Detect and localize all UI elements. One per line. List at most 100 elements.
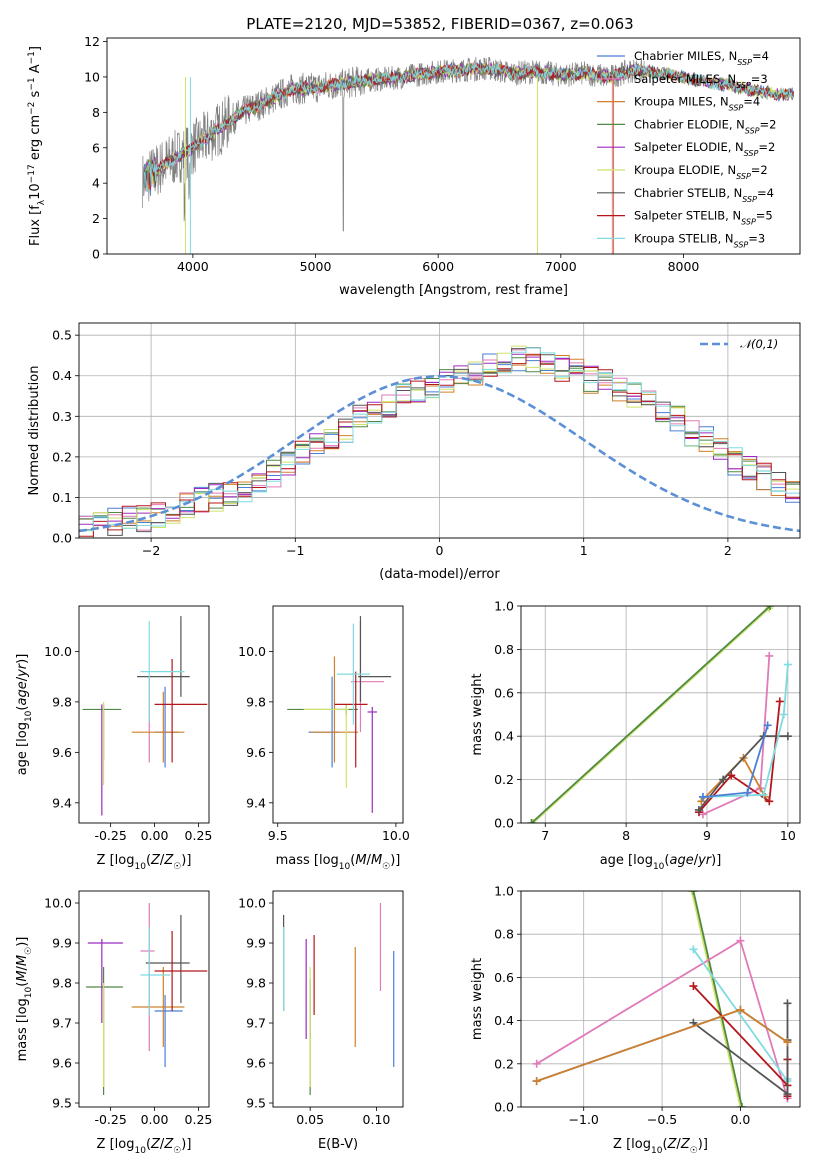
x-tick-label: 7000 [545, 259, 577, 274]
weight-marker [783, 1038, 792, 1047]
weight-marker [689, 945, 698, 954]
weights-weight_vs_Z [532, 891, 792, 1107]
model-spectrum [143, 62, 794, 190]
x-tick-label: 0.05 [296, 1112, 324, 1127]
x-tick-label: 0.00 [141, 828, 169, 843]
weight_vs_Z-frame [520, 890, 801, 1108]
y-tick-label: 12 [84, 34, 100, 49]
weight-line [698, 735, 788, 811]
weight-line [692, 891, 743, 1107]
weight-marker [766, 606, 775, 610]
weight-marker [689, 982, 698, 991]
errorbars-mass_vs_ebv [283, 903, 395, 1095]
legend-label: Salpeter STELIB, NSSP=5 [634, 209, 773, 227]
y-tick-label: 9.4 [52, 795, 72, 810]
x-tick-label: −1.0 [569, 1112, 599, 1127]
y-tick-label: 9.7 [52, 1016, 72, 1031]
mass_vs_Z-frame [78, 890, 210, 1108]
y-tick-label: 0.6 [494, 970, 514, 985]
y-tick-label: 10.0 [44, 896, 72, 911]
errorbars-age_vs_mass [287, 616, 392, 813]
legend-label: Chabrier ELODIE, NSSP=2 [634, 117, 776, 135]
model-spectrum [143, 62, 794, 194]
x-axis-label: E(B-V) [318, 1137, 358, 1152]
y-tick-label: 9.8 [52, 976, 72, 991]
data-spectrum [142, 56, 645, 232]
weight-marker [765, 797, 774, 806]
x-tick-label: 5000 [300, 259, 332, 274]
y-tick-label: 9.9 [52, 936, 72, 951]
y-tick-label: 0.4 [494, 1013, 514, 1028]
normal-curve [79, 374, 800, 533]
y-tick-label: 10.0 [238, 896, 266, 911]
y-axis-label: age [log10(age/yr)] [15, 654, 34, 776]
weight-marker [779, 710, 788, 719]
x-tick-label: −1 [286, 543, 304, 558]
x-axis-label: Z [log10(Z/Z☉)] [97, 1137, 192, 1156]
y-tick-label: 9.5 [52, 1096, 72, 1111]
x-axis-label: wavelength [Angstrom, rest frame] [339, 283, 568, 298]
weight-marker [719, 775, 728, 784]
age_vs_Z-frame [78, 605, 210, 824]
y-tick-label: 8 [92, 105, 100, 120]
weight-marker [783, 732, 792, 741]
x-tick-label: −2 [142, 543, 160, 558]
y-tick-label: 9.6 [246, 745, 266, 760]
weight-marker [736, 936, 745, 945]
y-tick-label: 9.6 [246, 1056, 266, 1071]
x-tick-label: 0.10 [363, 1112, 391, 1127]
y-tick-label: 9.9 [246, 936, 266, 951]
weight-marker [727, 771, 736, 780]
axes-weight_vs_age: 7 8 9 10 0.0 0.2 0.4 0.6 0.8 1.0 [494, 599, 800, 843]
x-axis-label: Z [log10(Z/Z☉)] [97, 853, 192, 872]
y-tick-label: 0.0 [494, 1100, 514, 1115]
weight-marker [527, 819, 536, 823]
weights-weight_vs_age [527, 606, 792, 823]
errorbars-mass_vs_Z [86, 903, 208, 1095]
y-tick-label: 0.3 [52, 409, 72, 424]
weight-marker [736, 1005, 745, 1014]
y-tick-label: 0.2 [52, 449, 72, 464]
y-tick-label: 0.4 [494, 729, 514, 744]
x-tick-label: 0.00 [141, 1112, 169, 1127]
weight-line [530, 606, 771, 823]
axes-spectrum: 4000 5000 6000 7000 8000 0 2 4 6 8 10 12 [84, 34, 699, 274]
y-tick-label: 10.0 [44, 644, 72, 659]
x-axis-label: Z [log10(Z/Z☉)] [613, 1137, 708, 1156]
weight-marker [698, 792, 707, 801]
y-tick-label: 0.8 [494, 642, 514, 657]
weight-line [702, 664, 789, 798]
histogram-step [79, 349, 800, 531]
weight-marker [736, 1103, 745, 1107]
weight-marker [765, 651, 774, 660]
x-tick-label: 8000 [668, 259, 700, 274]
weight-marker [783, 1090, 792, 1099]
weight-marker [783, 660, 792, 669]
spectrum-frame [106, 37, 801, 255]
weight-marker [697, 797, 706, 806]
x-tick-label: 9.5 [268, 828, 288, 843]
y-tick-label: 9.8 [246, 694, 266, 709]
axes-mass_vs_ebv: 0.05 0.10 9.5 9.6 9.7 9.8 9.9 10.0 [238, 896, 390, 1128]
y-tick-label: 1.0 [494, 599, 514, 614]
y-tick-label: 0.4 [52, 368, 72, 383]
y-tick-label: 0.6 [494, 685, 514, 700]
weight-line [692, 1003, 789, 1096]
y-tick-label: 9.5 [246, 1096, 266, 1111]
axes-residuals: −2 −1 0 1 2 0.0 0.1 0.2 0.3 0.4 0.5 [52, 323, 800, 558]
weight-marker [738, 1103, 747, 1107]
legend-label: Kroupa ELODIE, NSSP=2 [634, 163, 768, 181]
y-tick-label: 0.1 [52, 490, 72, 505]
x-tick-label: 0.25 [185, 1112, 213, 1127]
axes-weight_vs_Z: −1.0 −0.5 0.0 0.0 0.2 0.4 0.6 0.8 1.0 [494, 884, 800, 1127]
x-axis-label: (data-model)/error [379, 567, 500, 582]
spectrum-lines [142, 56, 795, 254]
y-tick-label: 9.6 [52, 745, 72, 760]
legend: Chabrier MILES, NSSP=4 Salpeter MILES, NS… [597, 49, 776, 249]
legend-label: Salpeter MILES, NSSP=3 [634, 72, 768, 90]
histogram-step [79, 353, 800, 524]
errorbars-age_vs_Z [82, 616, 208, 816]
x-tick-label: 0 [436, 543, 444, 558]
x-tick-label: 6000 [422, 259, 454, 274]
y-tick-label: 0.2 [494, 1056, 514, 1071]
